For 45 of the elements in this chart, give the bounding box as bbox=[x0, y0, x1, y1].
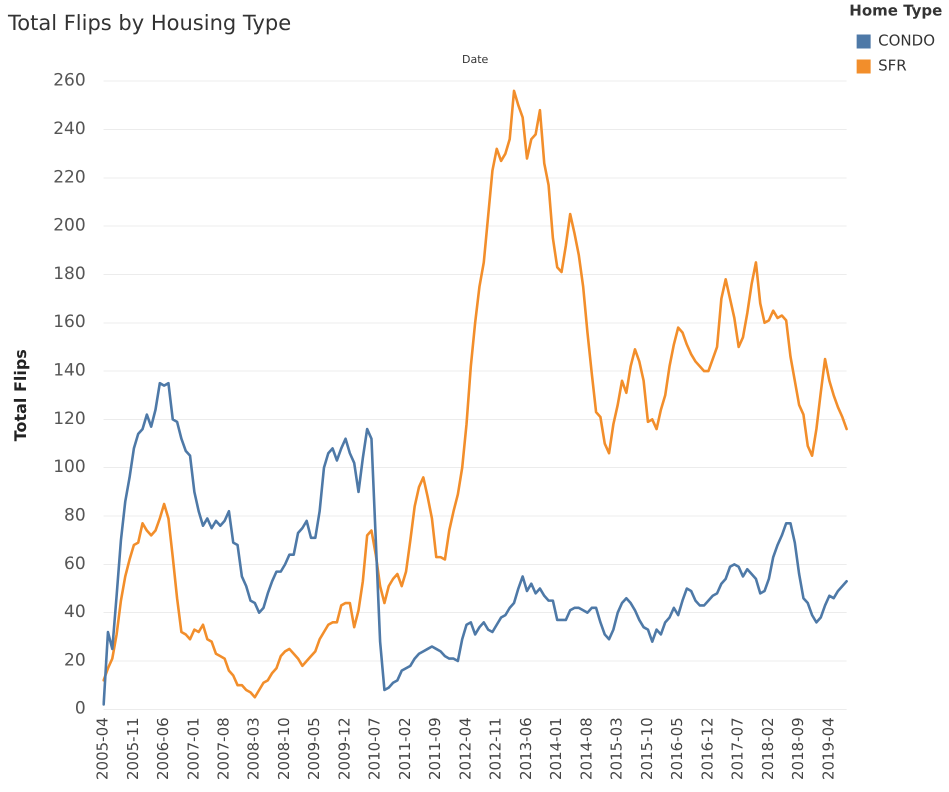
chart-title: Total Flips by Housing Type bbox=[7, 11, 292, 36]
x-tick-label: 2014-01 bbox=[547, 717, 566, 780]
x-tick-label: 2012-11 bbox=[486, 717, 505, 780]
x-tick-label: 2010-07 bbox=[366, 717, 384, 780]
y-tick-label: 160 bbox=[53, 312, 86, 332]
y-axis-title: Total Flips bbox=[10, 349, 30, 442]
x-tick-label: 2013-06 bbox=[516, 717, 535, 780]
x-tick-label: 2015-03 bbox=[608, 717, 626, 780]
x-tick-label: 2006-06 bbox=[154, 717, 172, 780]
x-tick-label: 2005-04 bbox=[94, 717, 112, 780]
x-tick-label: 2012-04 bbox=[456, 717, 474, 780]
x-tick-label: 2007-01 bbox=[184, 717, 202, 780]
x-tick-label: 2009-05 bbox=[305, 717, 324, 780]
y-tick-label: 40 bbox=[64, 602, 86, 622]
y-tick-label: 0 bbox=[74, 698, 86, 719]
x-tick-label: 2017-07 bbox=[728, 717, 747, 780]
y-tick-label: 80 bbox=[64, 505, 86, 526]
x-tick-label: 2011-09 bbox=[426, 717, 444, 780]
y-tick-label: 200 bbox=[53, 216, 86, 236]
x-tick-label: 2015-10 bbox=[638, 717, 656, 780]
y-tick-label: 140 bbox=[53, 360, 86, 381]
legend-label: SFR bbox=[878, 56, 907, 74]
x-tick-label: 2016-12 bbox=[698, 717, 716, 780]
x-tick-label: 2014-08 bbox=[577, 717, 596, 780]
y-tick-label: 100 bbox=[53, 457, 86, 478]
x-tick-label: 2018-02 bbox=[758, 717, 777, 780]
x-tick-label: 2016-05 bbox=[668, 717, 686, 780]
y-tick-label: 240 bbox=[53, 118, 86, 139]
y-tick-label: 260 bbox=[53, 70, 86, 91]
x-tick-label: 2019-04 bbox=[819, 717, 838, 780]
x-tick-label: 2011-02 bbox=[396, 717, 414, 780]
y-tick-label: 120 bbox=[53, 408, 86, 429]
x-tick-label: 2007-08 bbox=[214, 717, 232, 780]
x-tick-label: 2005-11 bbox=[124, 717, 142, 780]
x-axis-title: Date bbox=[462, 52, 489, 66]
legend-title: Home Type bbox=[849, 1, 942, 20]
x-tick-label: 2008-03 bbox=[244, 717, 263, 780]
x-tick-label: 2008-10 bbox=[274, 717, 293, 780]
y-tick-label: 220 bbox=[53, 167, 86, 188]
y-tick-label: 60 bbox=[64, 554, 86, 574]
y-tick-label: 180 bbox=[53, 264, 86, 284]
x-tick-label: 2009-12 bbox=[335, 717, 354, 780]
x-tick-label: 2018-09 bbox=[789, 717, 808, 780]
legend-label: CONDO bbox=[878, 31, 935, 50]
y-tick-label: 20 bbox=[64, 650, 86, 670]
